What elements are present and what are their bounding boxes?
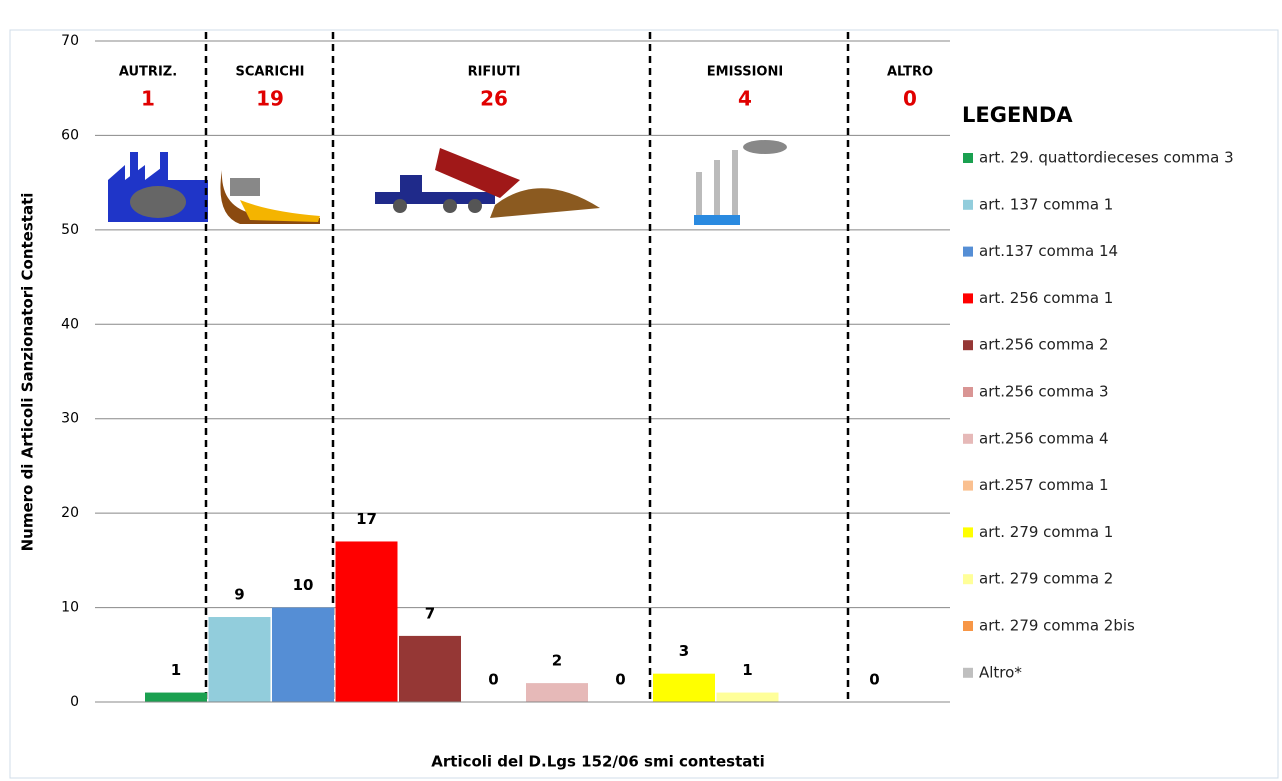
legend-swatch <box>963 199 973 210</box>
value-label: 17 <box>356 510 377 528</box>
group-name: EMISSIONI <box>707 65 783 80</box>
group-total: 1 <box>141 87 155 111</box>
legend-label: art. 279 comma 2bis <box>979 617 1135 635</box>
value-label: 3 <box>679 642 689 660</box>
legend-swatch <box>963 480 973 491</box>
value-label: 10 <box>293 576 314 594</box>
truck-icon <box>375 148 600 218</box>
bar <box>335 541 398 702</box>
y-tick-label: 20 <box>61 505 79 521</box>
group-total: 19 <box>256 87 284 111</box>
legend-label: art.256 comma 4 <box>979 429 1109 447</box>
y-tick-label: 40 <box>61 316 79 332</box>
legend-label: art. 137 comma 1 <box>979 195 1113 213</box>
bar <box>526 683 588 702</box>
value-label: 0 <box>869 671 879 689</box>
chart-frame <box>9 29 1279 779</box>
legend-swatch <box>963 153 973 163</box>
group-name: AUTRIZ. <box>119 65 177 80</box>
legend-label: art. 279 comma 2 <box>979 570 1113 588</box>
value-label: 1 <box>171 661 181 679</box>
legend-label: art. 29. quattordieceses comma 3 <box>979 149 1234 167</box>
legend-swatch <box>963 433 973 444</box>
legend-swatch <box>963 527 973 538</box>
y-tick-label: 60 <box>61 127 79 143</box>
y-tick-label: 10 <box>61 600 79 616</box>
legend-swatch <box>963 574 973 585</box>
y-tick-label: 0 <box>70 694 79 710</box>
bar <box>399 635 461 702</box>
value-label: 0 <box>615 671 625 689</box>
legend-label: art. 256 comma 1 <box>979 289 1113 307</box>
bar <box>653 673 715 702</box>
group-total: 0 <box>903 87 917 111</box>
legend-label: art.257 comma 1 <box>979 476 1109 494</box>
legend-label: Altro* <box>979 663 1022 681</box>
legend-swatch <box>963 667 973 678</box>
x-axis-label: Articoli del D.Lgs 152/06 smi contestati <box>431 753 764 771</box>
value-label: 9 <box>234 586 244 604</box>
group-name: SCARICHI <box>235 65 304 80</box>
bar <box>272 607 334 702</box>
y-axis-label: Numero di Articoli Sanzionatori Contesta… <box>19 193 37 552</box>
legend-label: art.256 comma 2 <box>979 336 1109 354</box>
legend-swatch <box>963 387 973 397</box>
group-total: 26 <box>480 87 508 111</box>
legend-swatch <box>963 621 973 631</box>
legend-swatch <box>963 340 973 351</box>
value-label: 7 <box>425 604 435 622</box>
value-label: 2 <box>552 652 562 670</box>
y-tick-label: 30 <box>61 411 79 427</box>
bar <box>716 692 779 702</box>
y-tick-label: 70 <box>61 33 79 49</box>
legend-label: art.256 comma 3 <box>979 383 1109 401</box>
legend-label: art.137 comma 14 <box>979 242 1118 260</box>
y-tick-label: 50 <box>61 222 79 238</box>
value-label: 1 <box>742 661 752 679</box>
bar <box>145 692 207 702</box>
smokestack-icon <box>694 140 787 225</box>
value-label: 0 <box>488 671 498 689</box>
bar <box>208 617 271 702</box>
group-name: RIFIUTI <box>468 65 521 80</box>
factory-icon <box>108 152 208 222</box>
legend-title: LEGENDA <box>962 103 1073 127</box>
legend-swatch <box>963 246 973 257</box>
legend-swatch <box>963 293 973 304</box>
group-total: 4 <box>738 87 752 111</box>
discharge-icon <box>220 170 320 224</box>
legend-label: art. 279 comma 1 <box>979 523 1113 541</box>
group-name: ALTRO <box>887 65 933 80</box>
